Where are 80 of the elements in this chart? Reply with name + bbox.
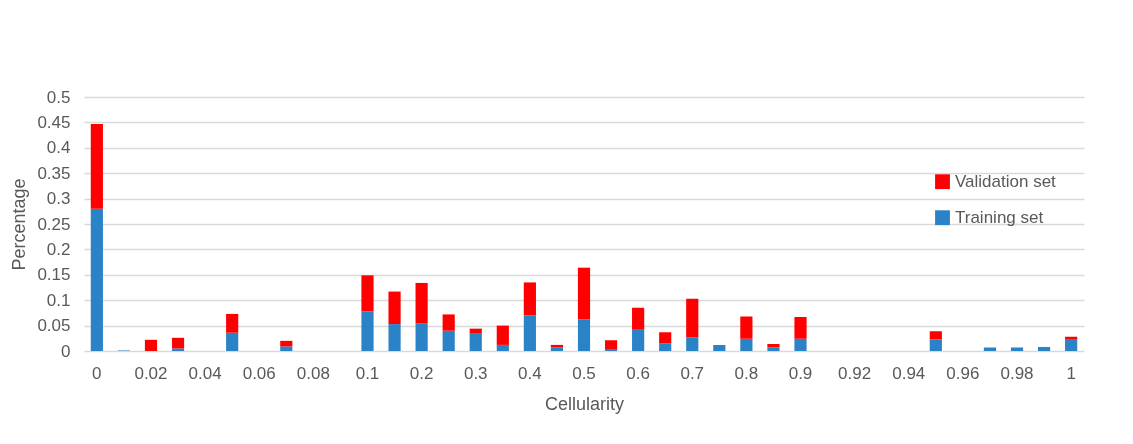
bar xyxy=(632,307,645,330)
bar xyxy=(686,337,699,351)
bar xyxy=(983,347,997,351)
bar xyxy=(1065,336,1078,340)
y-axis-title: Percentage xyxy=(9,178,30,271)
x-tick-label: 0.02 xyxy=(134,363,168,383)
bar xyxy=(659,332,672,344)
x-tick-label: 0.8 xyxy=(734,363,759,383)
x-tick-label: 0.3 xyxy=(463,363,488,383)
x-tick-label: 0.06 xyxy=(242,363,276,383)
bar xyxy=(740,338,753,351)
y-tick-label: 0.25 xyxy=(37,214,71,234)
bar xyxy=(1065,339,1078,351)
y-tick-label: 0.45 xyxy=(37,112,71,132)
bar xyxy=(415,282,428,324)
x-tick-label: 0.1 xyxy=(355,363,380,383)
bar xyxy=(577,267,591,320)
x-tick-label: 0.2 xyxy=(409,363,434,383)
x-tick-label: 0.98 xyxy=(1000,363,1034,383)
bar xyxy=(713,344,726,351)
bar xyxy=(767,343,780,348)
bar xyxy=(388,291,401,325)
bar xyxy=(226,313,239,333)
x-tick-label: 0.7 xyxy=(680,363,705,383)
x-tick-label: 0.08 xyxy=(296,363,330,383)
bar xyxy=(523,315,536,351)
bar xyxy=(442,330,455,351)
x-tick-label: 0.9 xyxy=(788,363,813,383)
bar xyxy=(90,208,103,351)
y-tick-label: 0.3 xyxy=(46,189,71,209)
y-tick-label: 0.05 xyxy=(37,316,71,336)
bar xyxy=(442,314,455,331)
bar xyxy=(632,329,645,351)
bar xyxy=(794,338,807,351)
bar xyxy=(577,319,591,351)
bar xyxy=(523,282,536,316)
y-tick-label: 0.1 xyxy=(46,290,71,310)
y-tick-label: 0.2 xyxy=(46,239,71,259)
bar xyxy=(794,316,807,339)
y-tick-label: 0.4 xyxy=(46,138,71,158)
x-tick-label: 0.96 xyxy=(946,363,980,383)
y-tick-label: 0 xyxy=(61,341,71,361)
y-tick-label: 0.35 xyxy=(37,163,71,183)
bar xyxy=(496,325,509,345)
bar xyxy=(226,332,239,351)
bar xyxy=(686,298,699,338)
bar xyxy=(740,316,753,339)
bar xyxy=(929,339,942,351)
bar xyxy=(144,339,158,351)
bar xyxy=(415,323,428,351)
bar xyxy=(361,275,374,312)
x-tick-label: 0.92 xyxy=(838,363,872,383)
x-tick-label: 1 xyxy=(1066,363,1076,383)
bar xyxy=(659,343,672,351)
x-tick-label: 0.5 xyxy=(572,363,596,383)
bar xyxy=(929,331,942,340)
bar xyxy=(1037,346,1051,351)
x-axis-title: Cellularity xyxy=(544,393,625,414)
bar xyxy=(496,344,509,351)
x-tick-label: 0 xyxy=(92,363,102,383)
bar xyxy=(171,348,185,351)
x-tick-label: 0.6 xyxy=(626,363,650,383)
x-tick-label: 0.4 xyxy=(518,363,542,383)
x-tick-label: 0.94 xyxy=(892,363,926,383)
bar xyxy=(388,324,401,351)
bar xyxy=(361,311,374,351)
bar xyxy=(604,348,618,351)
bar xyxy=(1010,347,1024,351)
x-tick-label: 0.04 xyxy=(188,363,222,383)
bar xyxy=(604,340,618,349)
bar xyxy=(469,333,482,351)
bar xyxy=(280,346,293,351)
y-tick-label: 0.5 xyxy=(46,87,71,107)
legend-label: Validation set xyxy=(955,171,1057,191)
y-tick-label: 0.15 xyxy=(37,265,71,285)
legend-label: Training set xyxy=(955,207,1044,227)
bar xyxy=(469,328,482,334)
bar xyxy=(90,123,103,209)
bar xyxy=(767,347,780,351)
bar xyxy=(171,337,185,349)
